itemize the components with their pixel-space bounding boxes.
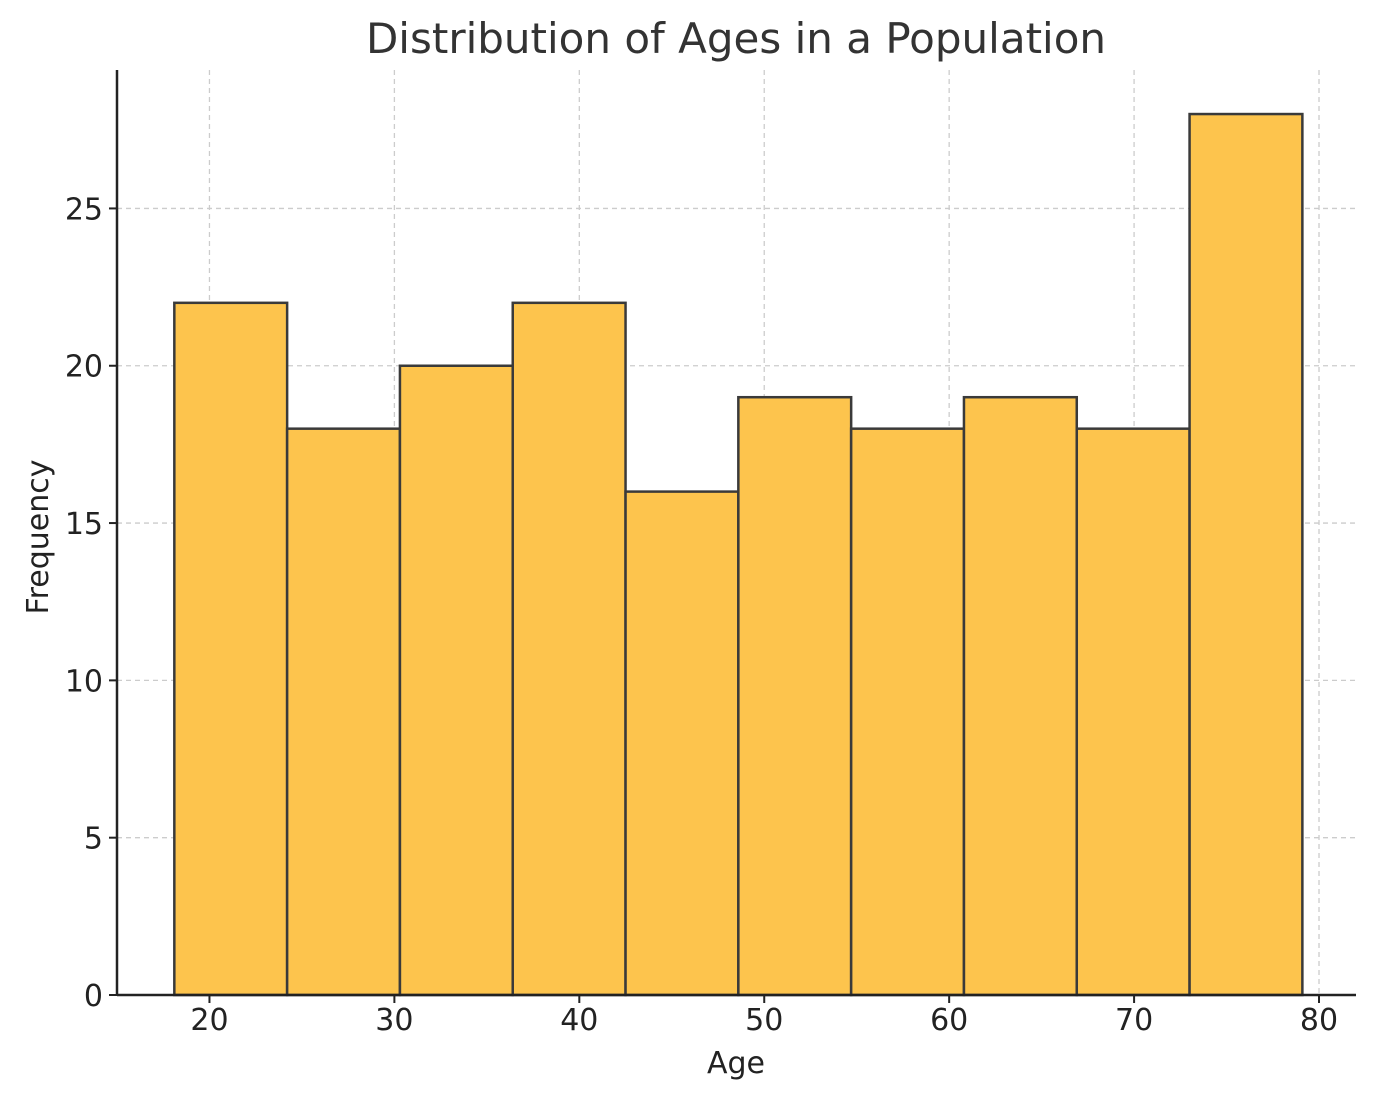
axes: [115, 70, 1356, 997]
y-tick-label-5: 25: [65, 192, 103, 227]
y-tick-label-2: 10: [65, 664, 103, 699]
x-tick-label-0: 20: [190, 1003, 228, 1038]
x-tick-label-4: 60: [930, 1003, 968, 1038]
chart-title: Distribution of Ages in a Population: [366, 14, 1106, 63]
histogram-bars: [173, 112, 1304, 997]
x-axis-label: Age: [707, 1046, 765, 1081]
y-axis-label: Frequency: [21, 460, 56, 615]
histogram-bar-2: [398, 364, 514, 997]
y-tick-label-1: 5: [84, 822, 103, 857]
x-tick-label-3: 50: [745, 1003, 783, 1038]
y-tick-label-4: 20: [65, 350, 103, 385]
histogram-bar-4: [624, 490, 740, 997]
y-ticks: 0 5 10 15 20 25: [65, 192, 117, 1014]
histogram-bar-9: [1188, 112, 1304, 997]
x-tick-label-6: 80: [1300, 1003, 1338, 1038]
histogram-bar-0: [173, 301, 289, 997]
histogram-bar-8: [1075, 427, 1191, 997]
histogram-bar-7: [962, 395, 1079, 997]
x-tick-label-1: 30: [375, 1003, 413, 1038]
x-tick-label-2: 40: [560, 1003, 598, 1038]
y-tick-label-0: 0: [84, 979, 103, 1014]
histogram-bar-5: [737, 395, 853, 997]
histogram-bar-1: [285, 427, 402, 997]
x-tick-label-5: 70: [1115, 1003, 1153, 1038]
histogram-bar-3: [511, 301, 627, 997]
y-tick-label-3: 15: [65, 507, 103, 542]
x-ticks: 20 30 40 50 60 70 80: [190, 995, 1338, 1038]
histogram-bar-6: [849, 427, 966, 997]
